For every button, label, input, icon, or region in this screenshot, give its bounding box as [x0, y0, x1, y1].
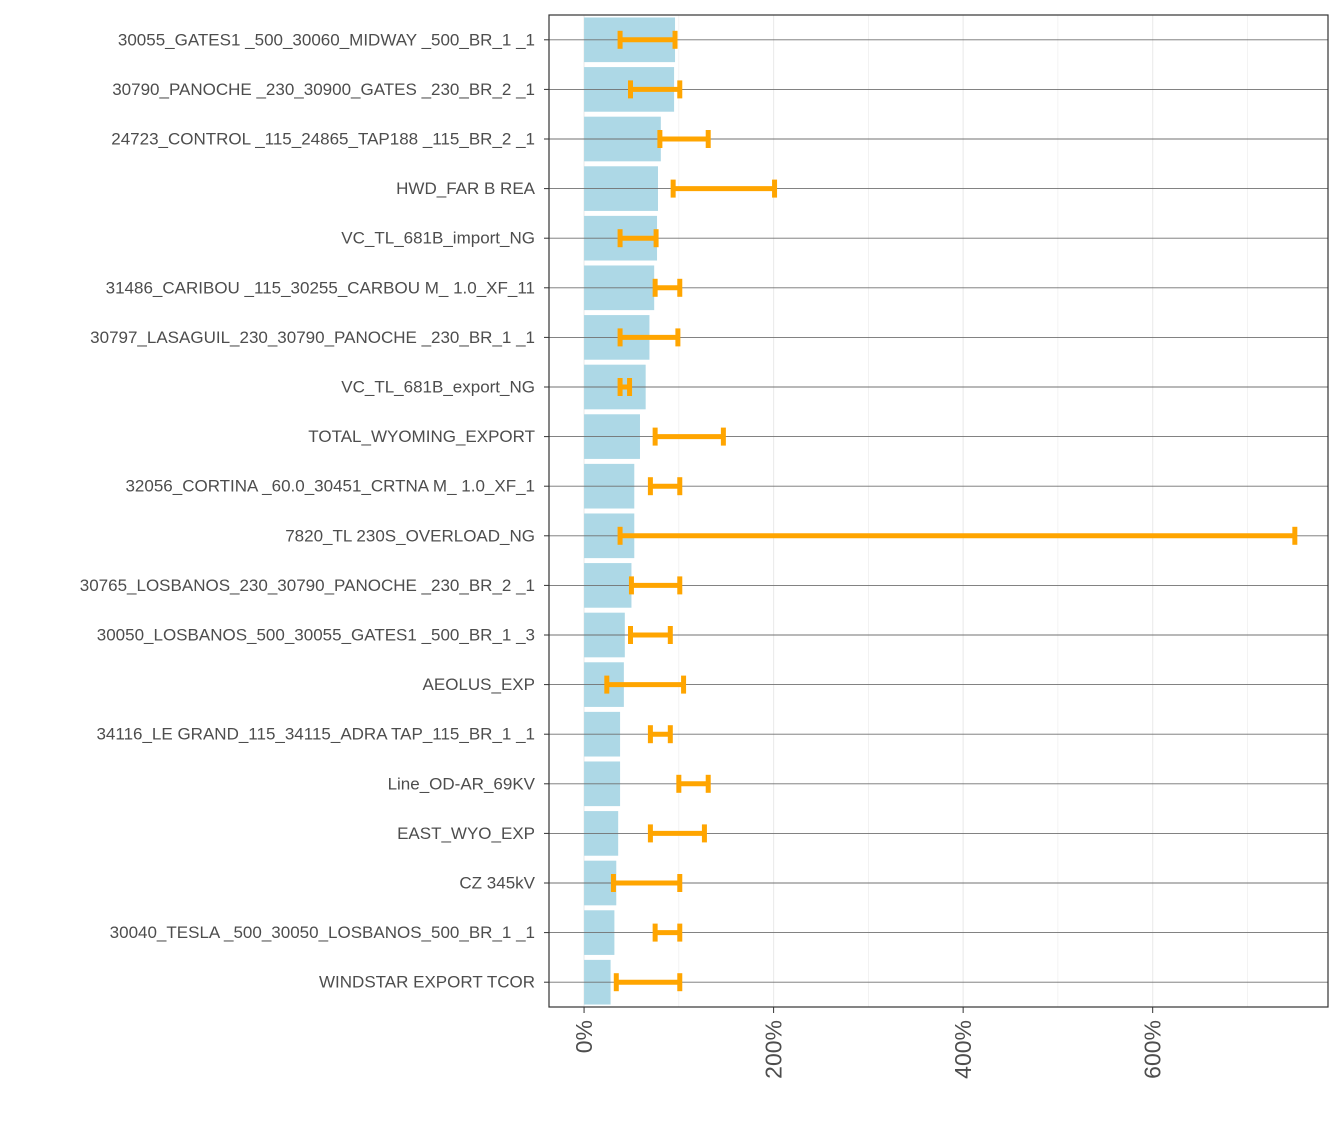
- category-label: 30797_LASAGUIL_230_30790_PANOCHE _230_BR…: [90, 328, 535, 347]
- x-tick-label: 0%: [571, 1020, 597, 1053]
- category-label: 31486_CARIBOU _115_30255_CARBOU M_ 1.0_X…: [106, 278, 535, 297]
- category-label: EAST_WYO_EXP: [397, 824, 535, 843]
- category-label: TOTAL_WYOMING_EXPORT: [308, 427, 535, 446]
- x-axis: 0% 200% 400% 600%: [571, 1007, 1166, 1079]
- category-label: VC_TL_681B_export_NG: [341, 378, 535, 397]
- category-label: WINDSTAR EXPORT TCOR: [319, 973, 535, 992]
- category-label: 30790_PANOCHE _230_30900_GATES _230_BR_2…: [112, 80, 535, 99]
- row-lines: [549, 39, 1328, 983]
- category-label: 30040_TESLA _500_30050_LOSBANOS_500_BR_1…: [110, 923, 535, 942]
- grid: [583, 15, 1248, 1007]
- x-tick-label: 400%: [950, 1020, 976, 1079]
- x-tick-label: 200%: [761, 1020, 787, 1079]
- category-label: 30765_LOSBANOS_230_30790_PANOCHE _230_BR…: [80, 576, 535, 595]
- category-label: 34116_LE GRAND_115_34115_ADRA TAP_115_BR…: [96, 725, 535, 744]
- x-tick-label: 600%: [1140, 1020, 1166, 1079]
- category-label: 24723_CONTROL _115_24865_TAP188 _115_BR_…: [111, 130, 535, 149]
- category-label: Line_OD-AR_69KV: [388, 774, 536, 793]
- category-label: CZ 345kV: [459, 874, 535, 893]
- category-label: 32056_CORTINA _60.0_30451_CRTNA M_ 1.0_X…: [125, 477, 535, 496]
- category-label: 30050_LOSBANOS_500_30055_GATES1 _500_BR_…: [97, 626, 535, 645]
- errorbar-series: [604, 30, 1298, 992]
- category-label: AEOLUS_EXP: [423, 675, 535, 694]
- bar-series: [584, 17, 676, 1005]
- plot-panel-border: [548, 14, 1329, 1008]
- category-label: 7820_TL 230S_OVERLOAD_NG: [285, 526, 535, 545]
- category-label: HWD_FAR B REA: [396, 179, 536, 198]
- y-axis: 30055_GATES1 _500_30060_MIDWAY _500_BR_1…: [80, 30, 549, 992]
- category-label: 30055_GATES1 _500_30060_MIDWAY _500_BR_1…: [118, 30, 535, 49]
- category-label: VC_TL_681B_import_NG: [341, 229, 535, 248]
